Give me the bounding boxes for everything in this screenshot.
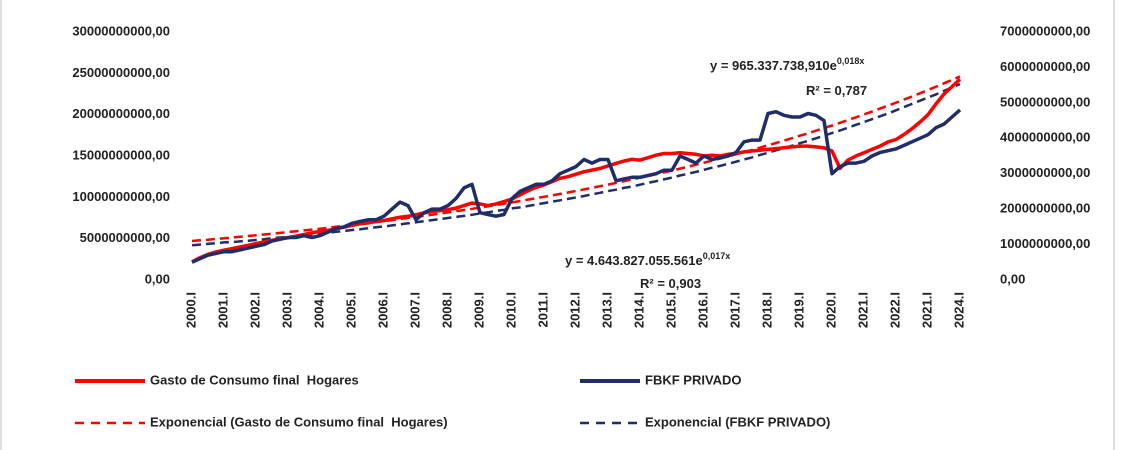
series-line xyxy=(191,77,962,264)
x-tick-label: 2000.I xyxy=(183,292,198,328)
y-tick-label: 5000000000,00 xyxy=(80,230,170,245)
x-tick-label: 2010.I xyxy=(503,292,518,328)
x-tick-label: 2003.I xyxy=(279,292,294,328)
x-tick-label: 2001.I xyxy=(215,292,230,328)
y2-tick-label: 7000000000,00 xyxy=(1000,23,1090,38)
x-tick-label: 2005.I xyxy=(343,292,358,328)
x-tick-label: 2021.I xyxy=(855,292,870,328)
x-tick-label: 2016.I xyxy=(695,292,710,328)
x-tick-label: 2022.I xyxy=(887,292,902,328)
legend-label: Exponencial (FBKF PRIVADO) xyxy=(645,414,830,429)
legend-label: FBKF PRIVADO xyxy=(645,372,742,387)
trend-line xyxy=(191,82,961,247)
annotation-text: R² = 0,903 xyxy=(640,276,701,291)
x-tick-label: 2007.I xyxy=(407,292,422,328)
x-tick-label: 2017.I xyxy=(727,292,742,328)
legend-label: Gasto de Consumo final Hogares xyxy=(150,372,359,387)
legend-label: Exponencial (Gasto de Consumo final Hoga… xyxy=(150,414,448,429)
x-tick-label: 2020.I xyxy=(823,292,838,328)
x-tick-label: 2011.I xyxy=(535,292,550,327)
y2-tick-label: 3000000000,00 xyxy=(1000,165,1090,180)
annotation-text: y = 4.643.827.055.561e xyxy=(565,253,703,268)
x-tick-label: 2004.I xyxy=(311,292,326,328)
annotation: y = 4.643.827.055.561e0,017x xyxy=(565,251,730,268)
x-tick-label: 2002.I xyxy=(247,292,262,328)
y2-tick-label: 0,00 xyxy=(1000,271,1025,286)
x-tick-label: 2009.I xyxy=(471,292,486,328)
annotation-exponent: 0,018x xyxy=(837,56,865,66)
y-tick-label: 0,00 xyxy=(145,271,170,286)
annotation-text: R² = 0,787 xyxy=(806,83,867,98)
y2-tick-label: 5000000000,00 xyxy=(1000,94,1090,109)
y-tick-label: 15000000000,00 xyxy=(72,147,170,162)
annotation: R² = 0,903 xyxy=(640,276,701,291)
x-tick-label: 2008.I xyxy=(439,292,454,328)
y2-tick-label: 4000000000,00 xyxy=(1000,130,1090,145)
x-tick-label: 2014.I xyxy=(631,292,646,328)
y2-tick-label: 1000000000,00 xyxy=(1000,236,1090,251)
series-line xyxy=(191,108,962,264)
x-tick-label: 2024.I xyxy=(951,292,966,328)
annotation-text: y = 965.337.738,910e xyxy=(710,58,837,73)
x-tick-label: 2006.I xyxy=(375,292,390,328)
x-tick-label: 2019.I xyxy=(791,292,806,328)
x-tick-label: 2018.I xyxy=(759,292,774,328)
y-tick-label: 10000000000,00 xyxy=(72,189,170,204)
x-tick-label: 2012.I xyxy=(567,292,582,328)
x-tick-label: 2015.I xyxy=(663,292,678,328)
y-tick-label: 30000000000,00 xyxy=(72,23,170,38)
y-tick-label: 20000000000,00 xyxy=(72,106,170,121)
y2-tick-label: 2000000000,00 xyxy=(1000,201,1090,216)
x-tick-label: 2013.I xyxy=(599,292,614,328)
y2-tick-label: 6000000000,00 xyxy=(1000,59,1090,74)
x-tick-label: 2021.I xyxy=(919,292,934,328)
y-tick-label: 25000000000,00 xyxy=(72,65,170,80)
annotation-exponent: 0,017x xyxy=(703,251,731,261)
trend-line xyxy=(191,75,961,243)
annotation: R² = 0,787 xyxy=(806,83,867,98)
annotation: y = 965.337.738,910e0,018x xyxy=(710,56,864,73)
